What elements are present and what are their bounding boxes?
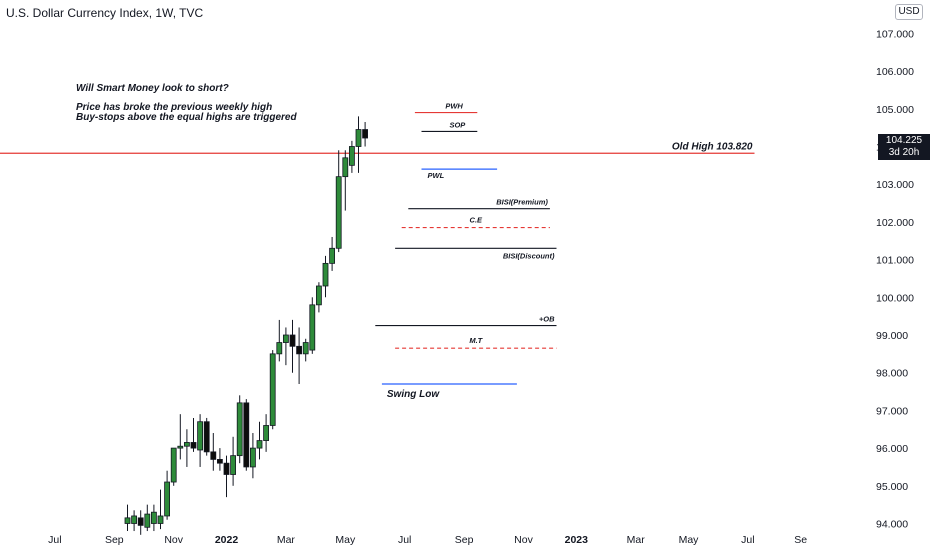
time-tick-label: 2022 [215,534,239,546]
symbol-title: U.S. Dollar Currency Index, 1W, TVC [6,6,204,20]
candle-body [355,129,362,147]
note-question: Will Smart Money look to short? [76,83,229,94]
candle-body [183,442,190,447]
price-tick-label: 94.000 [876,519,908,531]
time-tick-label: Sep [455,534,474,546]
candle-body [131,515,138,524]
candle-body [157,515,164,524]
candle-body [137,517,144,526]
price-tick-label: 102.000 [876,217,914,229]
candle-body [282,334,289,343]
price-tick-label: 103.000 [876,179,914,191]
candle-body [342,157,349,178]
candle-body [256,440,263,449]
price-tick-label: 100.000 [876,292,914,304]
time-tick-label: Jul [48,534,61,546]
annotation-label: M.T [469,336,483,345]
candle-body [362,129,369,139]
candle-body [348,146,355,166]
last-price: 104.225 [885,135,923,146]
time-tick-label: Jul [741,534,754,546]
price-tick-label: 99.000 [876,330,908,342]
annotation-label: BISI(Discount) [503,251,555,260]
candle-body [322,262,329,287]
candle-body [150,511,157,524]
annotation-label: PWL [428,171,445,180]
candle-body [144,513,151,528]
annotation-label: Old High 103.820 [672,141,753,152]
price-tick-label: 95.000 [876,481,908,493]
candle-body [197,421,204,451]
last-price-tag: 104.225 3d 20h [878,134,930,160]
annotation-layer: PWH SOP PWL Old High 103.820 BISI(Premium) C.… [0,102,755,400]
candle-body [210,451,217,460]
time-tick-label: Jul [398,534,411,546]
annotation-label: BISI(Premium) [496,198,548,207]
time-tick-label: Nov [164,534,183,546]
candle-body [263,425,270,441]
candle-body [249,447,256,468]
candle-body [216,459,223,464]
price-axis: 107.000106.000105.000104.000103.000102.0… [876,28,914,530]
price-tick-label: 97.000 [876,405,908,417]
candle-body [269,353,276,426]
candles-layer [124,116,369,535]
candle-body [296,345,303,355]
time-tick-label: May [335,534,356,546]
time-tick-label: Sep [105,534,124,546]
currency-button[interactable]: USD [895,4,923,20]
time-tick-label: May [679,534,700,546]
annotation-label: Swing Low [387,389,440,400]
candle-body [276,342,283,355]
annotation-label: SOP [449,120,466,129]
candle-body [124,517,131,524]
candle-body [335,176,342,249]
price-tick-label: 107.000 [876,28,914,40]
time-axis: Jul Sep Nov 2022 Mar May Jul Sep Nov 2023 Mar May Ju… [48,534,807,546]
price-tick-label: 96.000 [876,443,908,455]
note-line-1: Price has broke the previous weekly high [76,102,273,113]
time-tick-label: 2023 [565,534,589,546]
candle-body [203,421,210,453]
time-tick-label: Mar [277,534,296,546]
annotation-label: PWH [445,102,463,111]
candle-body [289,334,296,347]
price-tick-label: 101.000 [876,255,914,267]
candle-body [309,304,316,351]
candle-body [302,342,309,355]
candle-body [177,445,184,449]
candle-body [236,402,243,457]
time-tick-label: Mar [627,534,646,546]
annotation-label: C.E [470,216,484,225]
candle-body [190,442,197,449]
candle-body [315,285,322,306]
price-tick-label: 98.000 [876,368,908,380]
candle-body [170,447,177,483]
candle-body [230,455,237,475]
candle-body [223,462,230,475]
time-tick-label: Se [794,534,807,546]
note-line-2: Buy-stops above the equal highs are trig… [76,112,297,123]
annotation-label: +OB [539,315,555,324]
candle-body [164,481,171,517]
price-tick-label: 105.000 [876,104,914,116]
price-tick-label: 106.000 [876,66,914,78]
candle-body [329,247,336,264]
time-tick-label: Nov [514,534,533,546]
candle-body [243,402,250,468]
bar-countdown: 3d 20h [888,147,920,158]
